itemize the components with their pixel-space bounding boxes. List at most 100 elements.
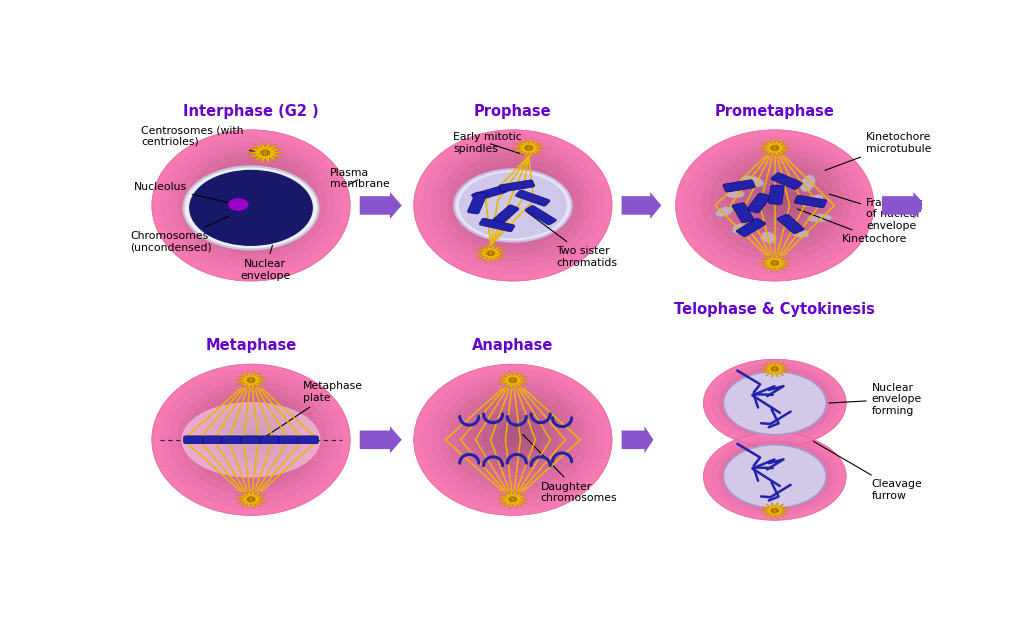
FancyBboxPatch shape <box>771 262 778 264</box>
Polygon shape <box>761 502 790 519</box>
Ellipse shape <box>152 364 350 515</box>
Ellipse shape <box>792 228 809 238</box>
FancyBboxPatch shape <box>511 378 515 383</box>
Ellipse shape <box>465 398 566 475</box>
Text: Nuclear
envelope
forming: Nuclear envelope forming <box>829 383 922 416</box>
Polygon shape <box>761 360 790 377</box>
FancyArrow shape <box>359 426 401 453</box>
FancyBboxPatch shape <box>795 195 826 208</box>
FancyBboxPatch shape <box>746 193 771 213</box>
Ellipse shape <box>735 169 820 234</box>
Polygon shape <box>236 371 267 390</box>
Text: Daughter
chromosomes: Daughter chromosomes <box>523 434 617 503</box>
Text: Early mitotic
spindles: Early mitotic spindles <box>454 132 522 154</box>
Ellipse shape <box>212 169 297 234</box>
Ellipse shape <box>711 363 840 443</box>
FancyBboxPatch shape <box>261 152 269 154</box>
Text: Prophase: Prophase <box>474 104 552 119</box>
Ellipse shape <box>490 181 543 221</box>
Ellipse shape <box>229 181 282 221</box>
Ellipse shape <box>744 175 813 227</box>
Ellipse shape <box>161 370 343 508</box>
Ellipse shape <box>482 409 551 462</box>
Ellipse shape <box>761 231 776 243</box>
Ellipse shape <box>439 381 589 495</box>
FancyBboxPatch shape <box>260 436 281 444</box>
FancyBboxPatch shape <box>509 379 517 382</box>
Ellipse shape <box>701 146 851 261</box>
Ellipse shape <box>474 404 558 469</box>
Polygon shape <box>497 490 528 509</box>
Polygon shape <box>759 138 791 157</box>
FancyArrow shape <box>622 192 662 219</box>
Ellipse shape <box>229 415 282 455</box>
Ellipse shape <box>732 224 746 235</box>
Ellipse shape <box>741 176 764 187</box>
Ellipse shape <box>177 146 328 261</box>
FancyBboxPatch shape <box>732 203 754 223</box>
Ellipse shape <box>711 436 840 515</box>
Polygon shape <box>497 371 528 390</box>
Ellipse shape <box>692 141 859 268</box>
Ellipse shape <box>431 375 597 502</box>
FancyBboxPatch shape <box>736 218 766 236</box>
Ellipse shape <box>414 130 612 281</box>
FancyBboxPatch shape <box>509 498 517 501</box>
Ellipse shape <box>719 367 833 437</box>
FancyBboxPatch shape <box>490 205 519 226</box>
FancyBboxPatch shape <box>471 186 507 201</box>
Ellipse shape <box>422 136 604 275</box>
Text: Interphase (G2 ): Interphase (G2 ) <box>183 104 318 119</box>
Ellipse shape <box>474 169 558 234</box>
Ellipse shape <box>195 392 312 482</box>
Text: Two sister
chromatids: Two sister chromatids <box>527 212 617 268</box>
Ellipse shape <box>169 141 335 268</box>
Text: Metaphase
plate: Metaphase plate <box>265 381 362 437</box>
Ellipse shape <box>238 420 273 448</box>
Polygon shape <box>759 254 791 273</box>
Ellipse shape <box>726 372 826 433</box>
FancyBboxPatch shape <box>247 498 255 501</box>
Ellipse shape <box>431 141 597 268</box>
Text: Metaphase: Metaphase <box>206 339 297 353</box>
Ellipse shape <box>703 432 846 521</box>
FancyBboxPatch shape <box>221 436 243 444</box>
Ellipse shape <box>764 465 793 482</box>
FancyBboxPatch shape <box>524 146 532 149</box>
Ellipse shape <box>723 445 826 508</box>
Ellipse shape <box>422 370 604 508</box>
Text: Nuclear
envelope: Nuclear envelope <box>241 245 291 281</box>
Ellipse shape <box>800 175 815 192</box>
Ellipse shape <box>773 172 786 183</box>
Text: Nucleolus: Nucleolus <box>133 182 234 204</box>
Ellipse shape <box>246 426 266 441</box>
Ellipse shape <box>246 192 266 207</box>
FancyBboxPatch shape <box>263 150 267 155</box>
Ellipse shape <box>676 130 874 281</box>
Ellipse shape <box>733 448 819 501</box>
FancyBboxPatch shape <box>777 214 804 234</box>
Ellipse shape <box>177 381 328 495</box>
Ellipse shape <box>733 375 819 428</box>
Ellipse shape <box>203 164 304 241</box>
Text: Anaphase: Anaphase <box>472 339 554 353</box>
FancyBboxPatch shape <box>486 252 495 255</box>
Ellipse shape <box>770 192 790 207</box>
Ellipse shape <box>764 391 793 409</box>
Polygon shape <box>247 142 284 164</box>
Ellipse shape <box>508 192 527 207</box>
Ellipse shape <box>186 387 319 488</box>
FancyBboxPatch shape <box>723 180 756 192</box>
Ellipse shape <box>723 372 826 435</box>
Text: Plasma
membrane: Plasma membrane <box>331 168 390 190</box>
Ellipse shape <box>186 152 319 254</box>
Text: Centrosomes (with
centrioles): Centrosomes (with centrioles) <box>141 126 256 152</box>
Ellipse shape <box>439 146 589 261</box>
Ellipse shape <box>212 404 297 469</box>
Ellipse shape <box>189 170 313 246</box>
FancyBboxPatch shape <box>247 379 255 382</box>
Text: Kinetochore: Kinetochore <box>798 209 907 243</box>
Ellipse shape <box>455 169 571 242</box>
Polygon shape <box>236 490 267 509</box>
Text: Cleavage
furrow: Cleavage furrow <box>813 441 923 501</box>
